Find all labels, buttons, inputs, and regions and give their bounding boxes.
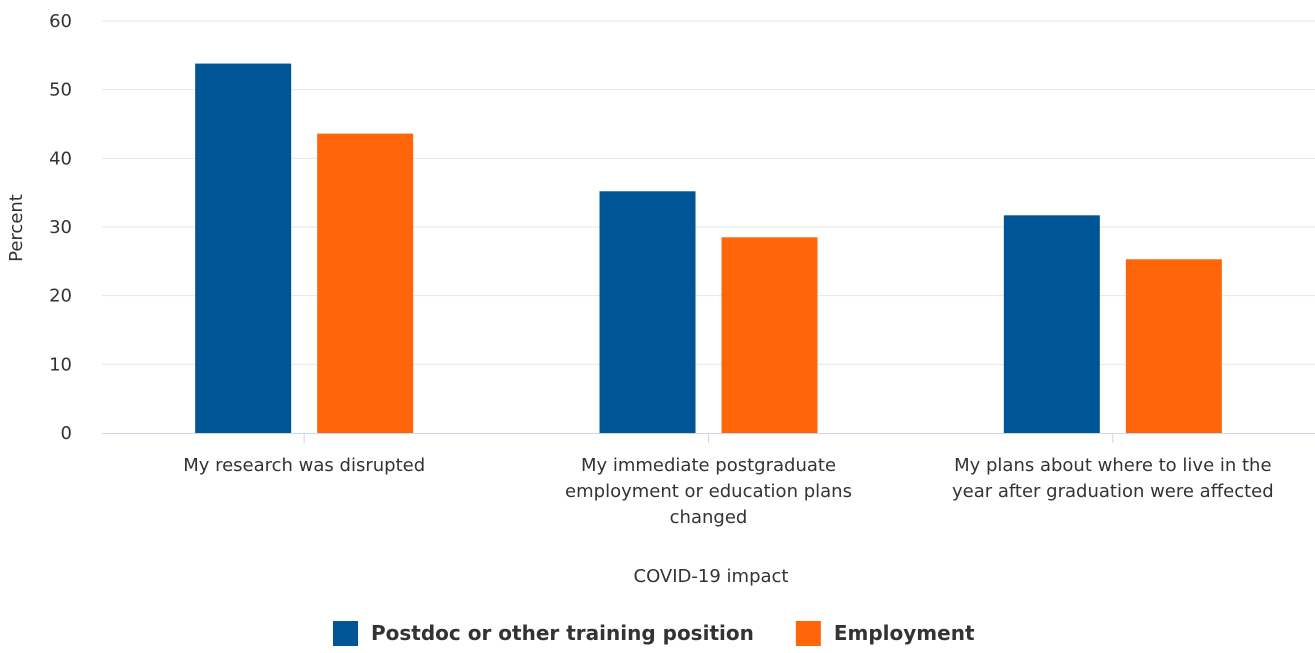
legend-label: Employment bbox=[834, 621, 975, 645]
y-tick-label: 10 bbox=[49, 354, 72, 375]
y-tick-label: 0 bbox=[61, 423, 72, 444]
x-axis bbox=[102, 433, 1315, 443]
y-axis-ticks: 0 10 20 30 40 50 60 bbox=[49, 11, 72, 444]
y-tick-label: 20 bbox=[49, 286, 72, 307]
x-tick-label: My plans about where to live in the year … bbox=[952, 455, 1274, 502]
y-tick-label: 50 bbox=[49, 80, 72, 101]
legend-item: Employment bbox=[795, 621, 975, 646]
legend-swatch bbox=[333, 621, 358, 646]
y-tick-label: 40 bbox=[49, 148, 72, 169]
legend-label: Postdoc or other training position bbox=[371, 621, 754, 645]
bar bbox=[599, 191, 696, 433]
x-tick-label: My research was disrupted bbox=[183, 455, 425, 476]
bars bbox=[195, 63, 1222, 433]
bar bbox=[195, 63, 292, 433]
category-labels: My research was disrupted My immediate po… bbox=[183, 455, 1273, 528]
bar bbox=[1125, 259, 1222, 433]
legend-item: Postdoc or other training position bbox=[333, 621, 754, 646]
x-tick-label: My immediate postgraduate employment or e… bbox=[565, 455, 852, 528]
bar bbox=[317, 133, 414, 433]
legend: Postdoc or other training position Employ… bbox=[333, 621, 975, 646]
y-axis-title: Percent bbox=[6, 194, 27, 262]
x-axis-title: COVID-19 impact bbox=[634, 566, 789, 587]
y-tick-label: 60 bbox=[49, 11, 72, 32]
gridlines bbox=[102, 20, 1315, 365]
y-tick-label: 30 bbox=[49, 217, 72, 238]
bar bbox=[721, 237, 818, 433]
bar bbox=[1003, 215, 1100, 433]
legend-swatch bbox=[795, 621, 821, 646]
